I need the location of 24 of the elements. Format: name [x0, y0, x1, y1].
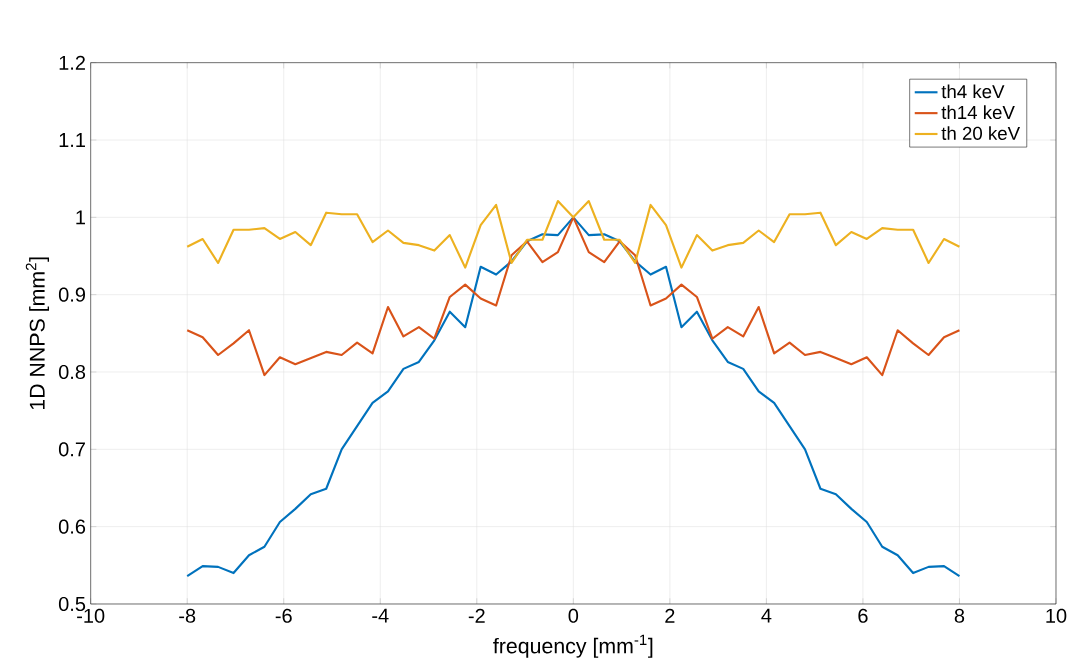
y-axis-title: 1D NNPS [mm$^{2}$]	[25, 257, 50, 410]
x-tick-label: 0	[568, 608, 579, 623]
x-tick-label: -4	[372, 608, 389, 623]
legend-label: th4 keV	[941, 84, 1005, 99]
y-tick-label: 0.8	[58, 364, 86, 380]
legend-label: th 20 keV	[941, 126, 1021, 140]
x-tick-label: 6	[858, 608, 868, 623]
y-tick-label: 0.7	[58, 442, 85, 457]
x-tick-label: -6	[275, 608, 292, 623]
y-tick-label: 1.2	[59, 55, 85, 70]
line-series	[186, 216, 961, 578]
y-tick-label: 0.6	[58, 519, 86, 534]
y-tick-label: 1.1	[59, 133, 85, 147]
x-tick-label: 4	[761, 608, 772, 623]
y-tick-label: 1	[76, 210, 85, 225]
x-tick-label: -8	[179, 608, 196, 623]
x-tick-label: 8	[954, 608, 965, 623]
x-tick-label: 10	[1046, 608, 1067, 623]
x-tick-label: 2	[665, 608, 675, 623]
y-tick-label: 0.9	[58, 287, 85, 302]
x-axis-title: frequency [mm$^{-1}$]	[493, 634, 653, 658]
x-tick-label: -2	[468, 608, 485, 623]
line-series	[186, 200, 961, 269]
legend-label: th14 keV	[941, 105, 1015, 120]
